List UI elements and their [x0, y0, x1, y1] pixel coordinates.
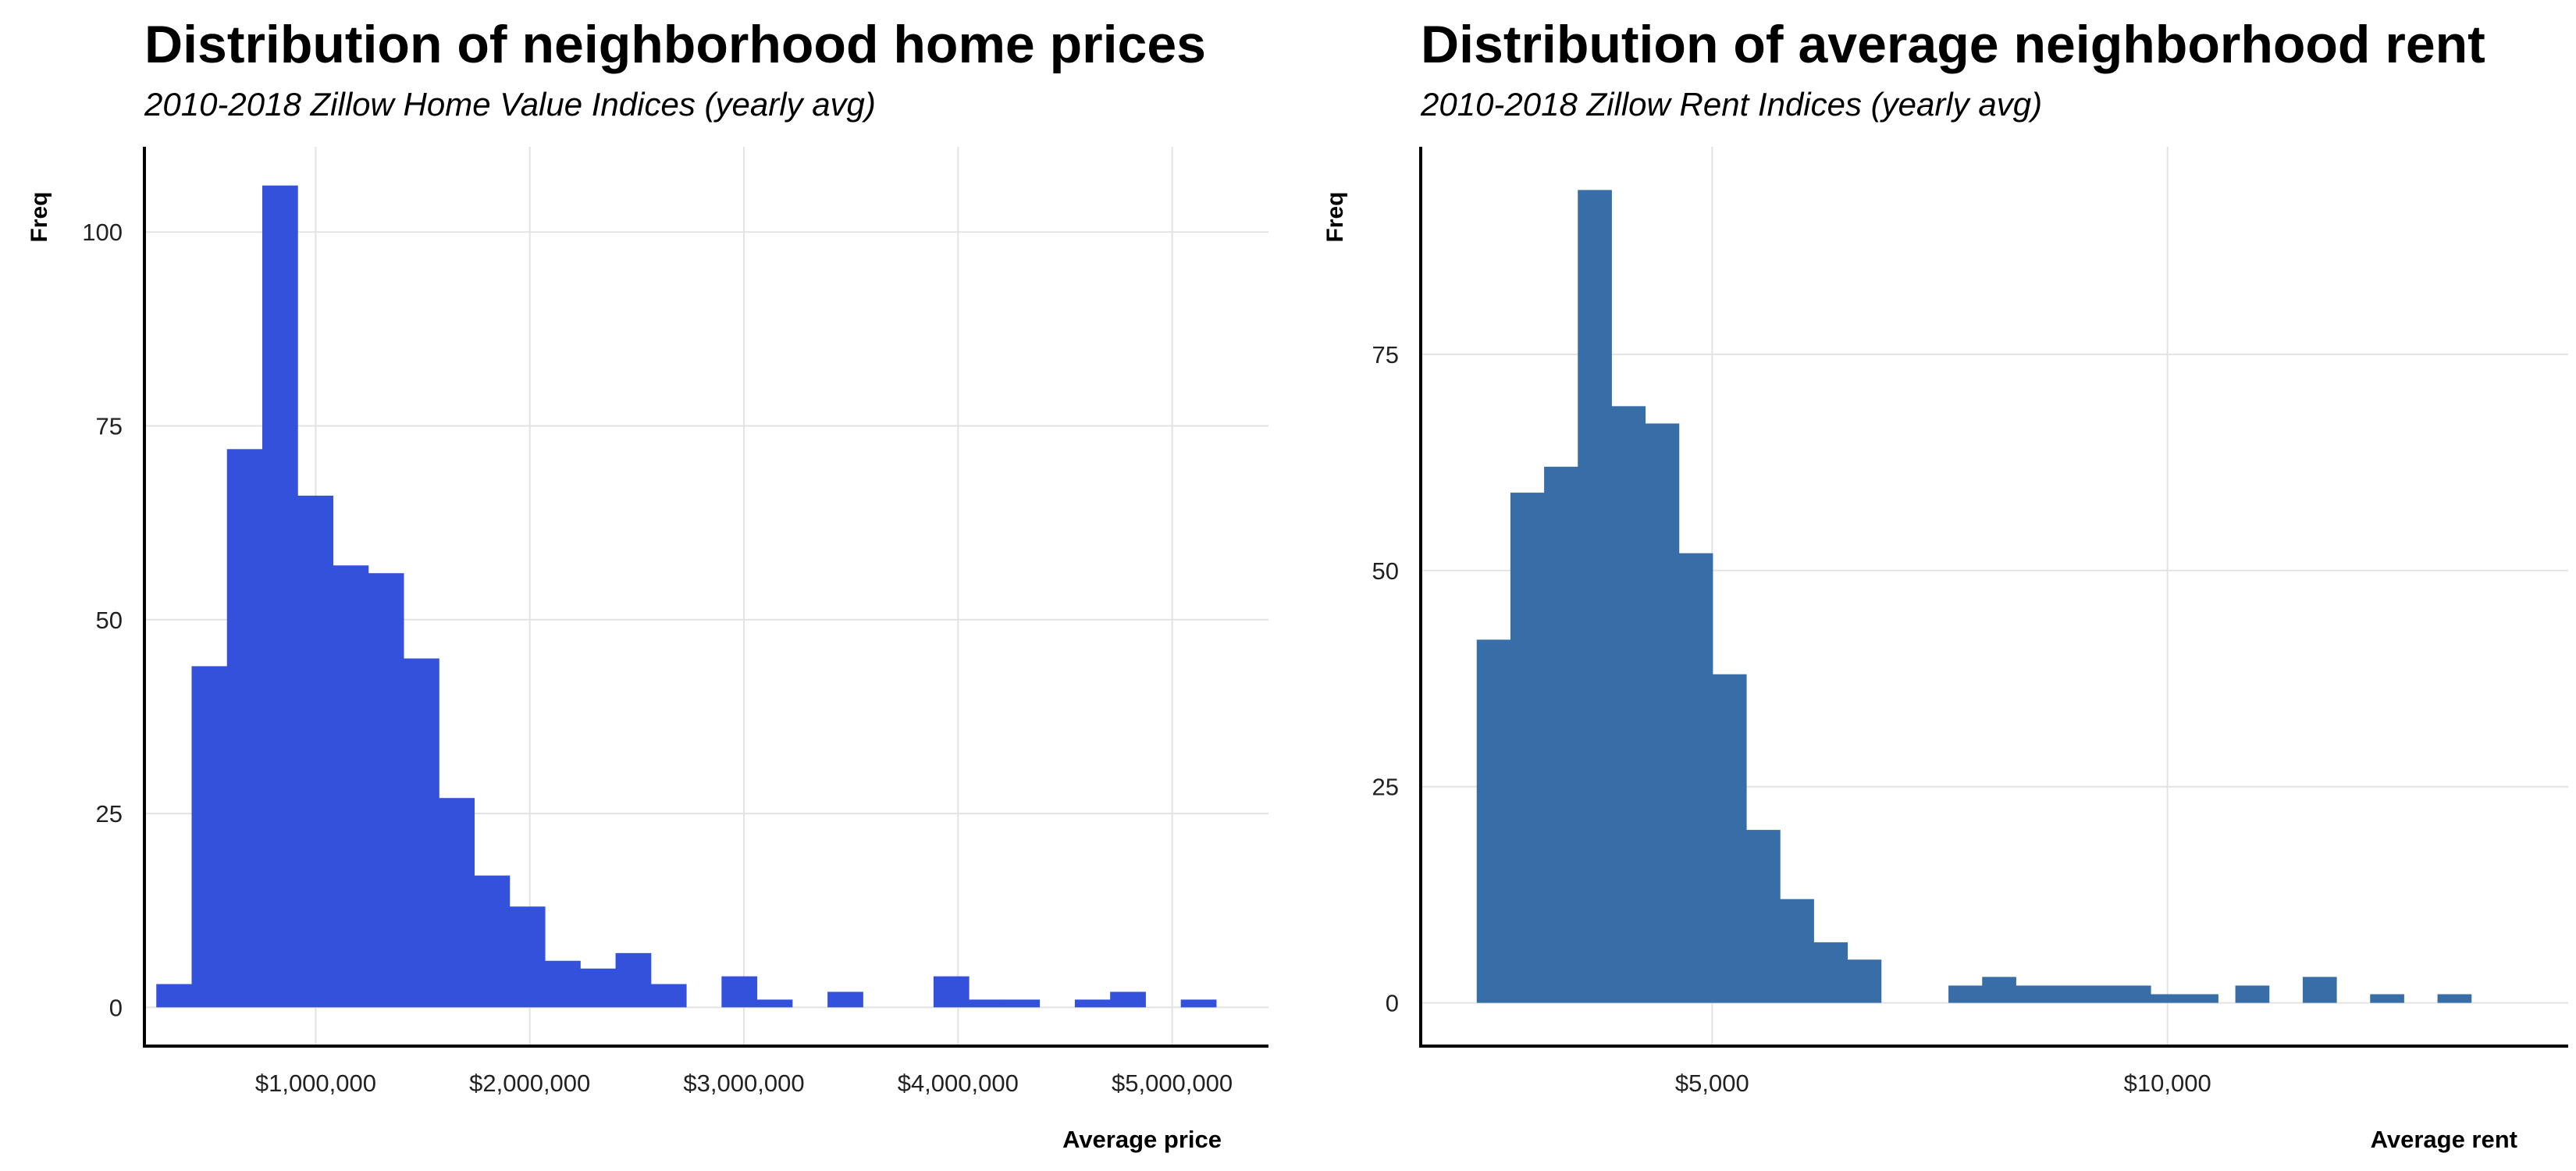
histogram-bar — [1180, 999, 1217, 1008]
histogram-bar — [933, 976, 970, 1008]
histogram-bar — [1645, 423, 1680, 1003]
histogram-bar — [2370, 994, 2404, 1003]
histogram-bar — [2184, 994, 2218, 1003]
chart-panel-home-prices: Distribution of neighborhood home prices… — [27, 15, 1268, 1153]
chart-subtitle: 2010-2018 Zillow Rent Indices (yearly av… — [1421, 86, 2043, 123]
histogram-bar — [404, 658, 439, 1008]
histogram-bar — [2302, 977, 2337, 1003]
histogram-bar — [1678, 553, 1713, 1003]
y-tick-label: 75 — [96, 413, 123, 440]
histogram-bar — [368, 573, 404, 1008]
y-tick-label: 50 — [96, 607, 123, 634]
histogram-bar — [2049, 985, 2084, 1003]
histogram-bar — [1110, 991, 1146, 1008]
x-tick-label: $4,000,000 — [898, 1070, 1019, 1097]
histogram-bar — [2437, 994, 2472, 1003]
histogram-bar — [1004, 999, 1041, 1008]
histogram-bar — [1578, 190, 1612, 1003]
x-tick-label: $1,000,000 — [255, 1070, 376, 1097]
histogram-rent: 0 25 50 75 $5,000 $10,000 Freq Average rent — [1322, 147, 2568, 1153]
histogram-bar — [1982, 977, 2016, 1003]
histogram-bar — [509, 906, 546, 1008]
histogram-bar — [156, 984, 192, 1008]
histogram-bar — [333, 565, 369, 1008]
x-tick-label: $5,000 — [1675, 1070, 1749, 1097]
histogram-bar — [1847, 959, 1882, 1003]
histogram-bar — [1074, 999, 1111, 1008]
chart-title: Distribution of average neighborhood ren… — [1421, 15, 2485, 74]
histogram-bar — [226, 449, 263, 1008]
x-axis-label: Average price — [1062, 1126, 1222, 1153]
y-tick-label: 75 — [1372, 341, 1399, 368]
x-tick-label: $2,000,000 — [469, 1070, 590, 1097]
histogram-bar — [827, 991, 863, 1008]
histogram-bar — [2151, 994, 2185, 1003]
y-axis-label: Freq — [27, 191, 52, 242]
y-tick-label: 0 — [109, 994, 123, 1021]
x-tick-label: $5,000,000 — [1112, 1070, 1233, 1097]
histogram-bar — [297, 495, 334, 1008]
histogram-bar — [262, 185, 298, 1008]
chart-title: Distribution of neighborhood home prices — [144, 15, 1206, 74]
histogram-bar — [756, 999, 793, 1008]
y-tick-label: 25 — [96, 800, 123, 828]
histogram-bar — [2083, 985, 2118, 1003]
histogram-home-prices: 0 25 50 75 100 $1,000,000 $2,000,000 $3,000,000… — [27, 147, 1268, 1153]
histogram-bar — [615, 952, 652, 1008]
histogram-bar — [1611, 406, 1646, 1003]
chart-panel-rent: Distribution of average neighborhood ren… — [1288, 0, 2576, 1171]
chart-subtitle: 2010-2018 Zillow Home Value Indices (yea… — [144, 86, 876, 123]
histogram-bar — [721, 976, 758, 1008]
y-tick-label: 25 — [1372, 774, 1399, 801]
histogram-bar — [2116, 985, 2151, 1003]
histogram-bar — [2235, 985, 2270, 1003]
histogram-bar — [545, 960, 581, 1008]
histogram-bar — [191, 666, 228, 1008]
histogram-bar — [1780, 899, 1814, 1003]
histogram-bar — [1510, 493, 1545, 1003]
histogram-bar — [1813, 942, 1848, 1003]
histogram-bar — [969, 999, 1005, 1008]
histogram-bar — [650, 984, 687, 1008]
y-tick-label: 50 — [1372, 557, 1399, 585]
histogram-bar — [1712, 674, 1747, 1003]
histogram-bar — [439, 798, 475, 1008]
histogram-bar — [580, 968, 617, 1008]
x-axis-label: Average rent — [2371, 1126, 2517, 1153]
histogram-bar — [1476, 639, 1511, 1003]
histogram-bar — [1948, 985, 1983, 1003]
histogram-bar — [1544, 466, 1578, 1003]
x-tick-label: $10,000 — [2124, 1070, 2211, 1097]
y-axis-label: Freq — [1322, 191, 1348, 242]
histogram-bar — [1746, 830, 1781, 1003]
y-tick-label: 0 — [1386, 990, 1399, 1017]
x-tick-label: $3,000,000 — [683, 1070, 804, 1097]
histogram-bar — [2016, 985, 2051, 1003]
y-tick-label: 100 — [82, 219, 123, 246]
histogram-bar — [474, 875, 511, 1008]
